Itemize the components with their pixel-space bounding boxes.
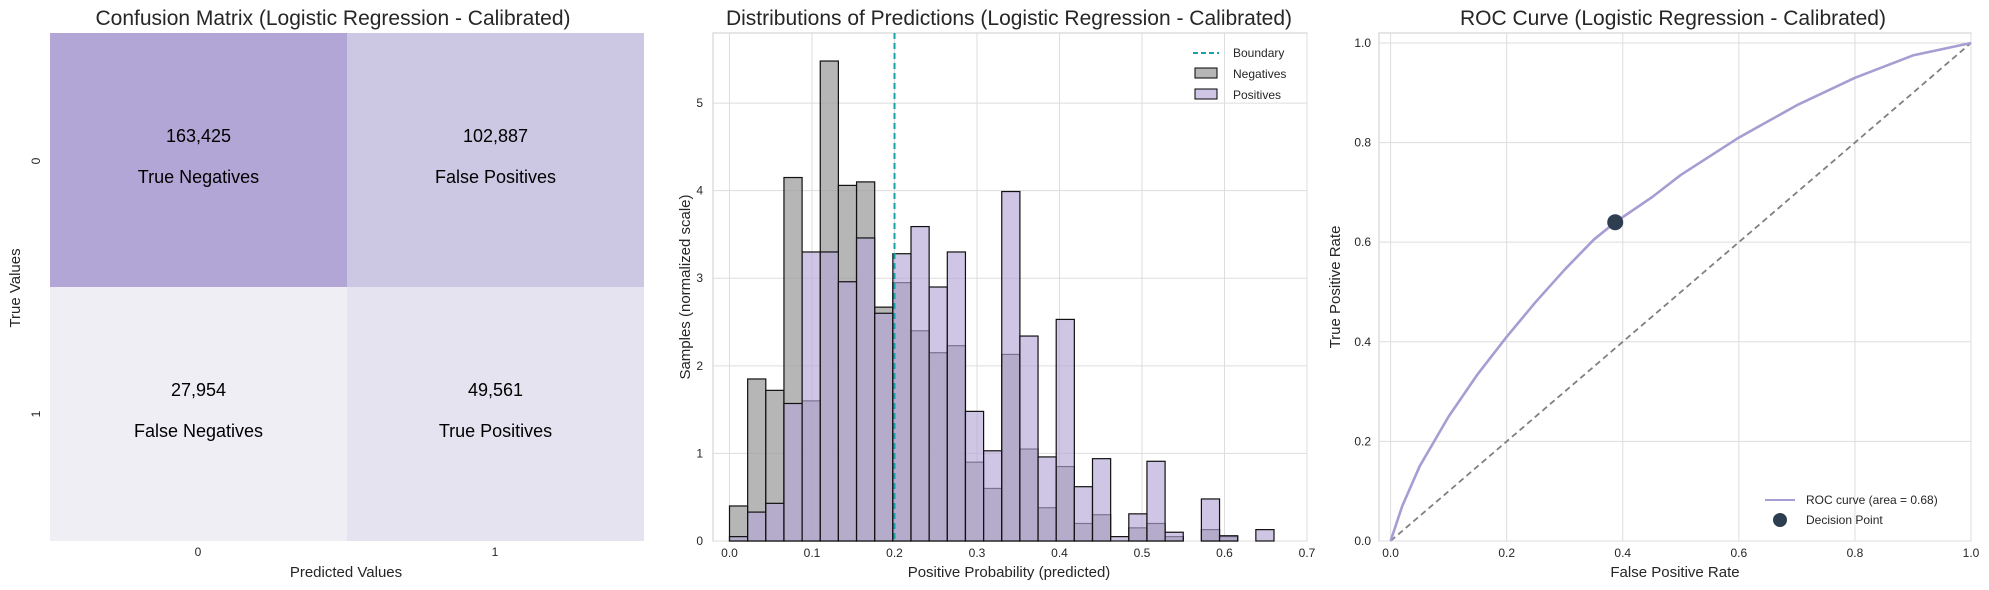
positives-bar — [801, 251, 821, 542]
cm-cell-label: False Positives — [435, 167, 556, 187]
cm-x-label: Predicted Values — [290, 564, 402, 581]
roc-x-tick: 0.4 — [1614, 546, 1631, 560]
roc-x-tick: 0.0 — [1382, 546, 1399, 560]
legend-roc-label: ROC curve (area = 0.68) — [1806, 493, 1938, 507]
hist-y-tick: 0 — [696, 534, 703, 548]
roc-plot-area — [1378, 32, 1972, 542]
positives-bar — [982, 450, 1003, 542]
positives-bar — [819, 251, 839, 542]
positives-bar — [1218, 535, 1239, 542]
positives-bar — [1073, 486, 1094, 542]
cm-cell-label: True Positives — [439, 421, 552, 441]
positives-bar — [1255, 529, 1275, 542]
legend-positives-swatch — [1194, 88, 1218, 100]
positives-bar — [1055, 318, 1075, 542]
cm-cell-count: 27,954 — [171, 380, 226, 400]
cm-cell-1-0 — [50, 287, 347, 541]
cm-ytick-0: 0 — [29, 157, 43, 164]
legend-decision-point-label: Decision Point — [1806, 513, 1883, 527]
histogram-panel: Distributions of Predictions (Logistic R… — [677, 7, 1316, 581]
cm-title: Confusion Matrix (Logistic Regression - … — [95, 7, 570, 30]
positives-bar — [1001, 190, 1021, 542]
positives-bar — [1164, 531, 1184, 542]
positives-bar — [765, 502, 785, 542]
roc-x-tick: 0.8 — [1847, 546, 1864, 560]
decision-point-marker — [1607, 214, 1624, 231]
positives-bar — [1091, 458, 1112, 542]
positives-bar — [1110, 536, 1130, 542]
hist-x-tick: 0.2 — [886, 546, 903, 560]
roc-y-tick: 1.0 — [1354, 36, 1371, 50]
positives-bar — [855, 237, 876, 542]
positives-bar — [1146, 460, 1166, 542]
roc-y-tick: 0.2 — [1354, 434, 1371, 448]
positives-bar — [747, 511, 767, 542]
roc-panel: ROC Curve (Logistic Regression - Calibra… — [1327, 7, 1980, 581]
roc-x-tick: 0.2 — [1498, 546, 1515, 560]
hist-x-tick: 0.5 — [1134, 546, 1151, 560]
hist-y-label: Samples (normalized scale) — [677, 194, 694, 379]
hist-x-tick: 0.6 — [1216, 546, 1233, 560]
legend-negatives-label: Negatives — [1233, 67, 1286, 81]
cm-cell-count: 49,561 — [468, 380, 523, 400]
legend-boundary-label: Boundary — [1233, 46, 1284, 60]
roc-y-tick: 0.0 — [1354, 534, 1371, 548]
cm-y-label: True Values — [7, 248, 24, 327]
cm-xtick-1: 1 — [492, 545, 499, 559]
positives-bar — [910, 225, 930, 542]
roc-x-tick: 0.6 — [1730, 546, 1747, 560]
positives-bar — [1037, 456, 1057, 542]
cm-xtick-0: 0 — [195, 545, 202, 559]
hist-y-tick: 1 — [696, 446, 703, 460]
hist-title: Distributions of Predictions (Logistic R… — [726, 7, 1292, 30]
hist-x-tick: 0.0 — [721, 546, 738, 560]
hist-x-tick: 0.4 — [1051, 546, 1068, 560]
hist-y-tick: 5 — [696, 96, 703, 110]
roc-y-tick: 0.6 — [1354, 235, 1371, 249]
hist-y-tick: 4 — [696, 184, 703, 198]
cm-cell-label: False Negatives — [134, 421, 263, 441]
cm-cell-count: 102,887 — [463, 126, 528, 146]
hist-x-tick: 0.7 — [1299, 546, 1316, 560]
positives-bar — [837, 281, 858, 542]
hist-legend: Boundary Negatives Positives — [1193, 46, 1286, 102]
cm-cell-0-0 — [50, 33, 347, 287]
hist-x-tick: 0.3 — [969, 546, 986, 560]
roc-x-label: False Positive Rate — [1610, 564, 1739, 581]
positives-bar — [964, 410, 985, 542]
hist-y-tick: 2 — [696, 359, 703, 373]
chance-line — [1390, 42, 1972, 542]
roc-y-tick: 0.4 — [1354, 335, 1371, 349]
positives-bar — [783, 402, 803, 542]
confusion-matrix-panel: Confusion Matrix (Logistic Regression - … — [7, 7, 644, 581]
cm-cell-count: 163,425 — [166, 126, 231, 146]
roc-x-tick: 1.0 — [1963, 546, 1980, 560]
hist-x-label: Positive Probability (predicted) — [908, 564, 1111, 581]
positives-bar — [892, 253, 912, 542]
roc-legend: ROC curve (area = 0.68) Decision Point — [1765, 493, 1938, 527]
positives-bar — [946, 251, 967, 542]
negatives-bar — [728, 505, 749, 542]
positives-bar — [928, 286, 948, 542]
cm-cell-label: True Negatives — [138, 167, 259, 187]
legend-positives-label: Positives — [1233, 88, 1281, 102]
positives-bar — [1200, 498, 1221, 542]
positives-bar — [1128, 513, 1148, 542]
positives-bar — [874, 312, 894, 542]
legend-negatives-swatch — [1194, 67, 1218, 79]
hist-x-tick: 0.1 — [804, 546, 821, 560]
legend-decision-point-swatch — [1773, 513, 1787, 527]
roc-curve-line — [1389, 41, 1972, 542]
roc-y-label: True Positive Rate — [1327, 226, 1344, 349]
roc-title: ROC Curve (Logistic Regression - Calibra… — [1460, 7, 1886, 30]
hist-y-tick: 3 — [696, 271, 703, 285]
cm-cell-1-1 — [347, 287, 644, 541]
positives-bar — [728, 536, 749, 542]
roc-y-tick: 0.8 — [1354, 136, 1371, 150]
cm-ytick-1: 1 — [29, 410, 43, 417]
cm-cell-0-1 — [347, 33, 644, 287]
positives-bar — [1019, 335, 1039, 542]
